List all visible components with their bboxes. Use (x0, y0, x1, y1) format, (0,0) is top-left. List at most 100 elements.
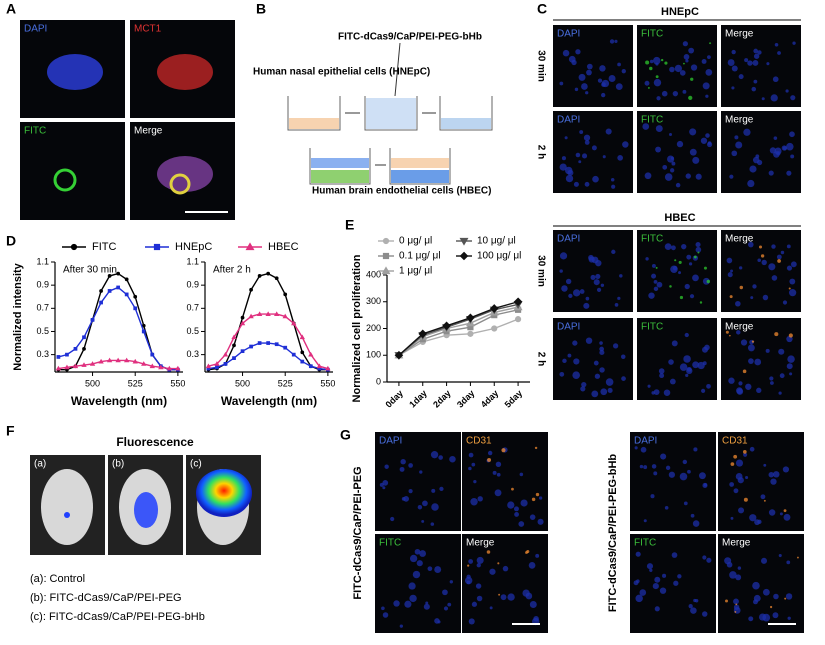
cell-signal (495, 461, 502, 468)
cell-signal (498, 593, 501, 596)
cell-signal (653, 286, 659, 292)
cell-signal (561, 156, 566, 161)
cell-signal (709, 42, 712, 45)
data-point (72, 363, 79, 369)
cell-signal (747, 241, 754, 248)
cell-signal (409, 594, 417, 603)
cell-signal (687, 469, 691, 474)
data-point (116, 271, 121, 276)
cell-signal (648, 292, 655, 299)
cell-signal (520, 499, 528, 507)
cell-signal (695, 241, 701, 248)
cell-signal (693, 255, 697, 259)
cell-signal (785, 593, 793, 600)
cell-signal (757, 258, 762, 263)
image-label: Merge (134, 126, 163, 137)
cell-signal (753, 79, 758, 84)
cell-signal (705, 94, 709, 98)
micrograph (375, 432, 461, 531)
cell-signal (667, 155, 675, 163)
cell-signal (655, 146, 662, 153)
cell-signal (688, 604, 693, 609)
cell-signal (597, 78, 603, 83)
cell-signal (752, 284, 757, 289)
y-tick-label: 300 (366, 296, 381, 306)
cell-signal (690, 77, 694, 81)
nanoparticle-label: FITC-dCas9/CaP/PEI-PEG-bHb (338, 32, 482, 43)
cell-signal (752, 60, 759, 66)
cell-signal (685, 373, 689, 378)
data-point (124, 277, 129, 282)
cell-signal (731, 150, 738, 157)
data-point (308, 351, 314, 357)
cell-signal (639, 589, 647, 596)
cell-signal (753, 53, 760, 59)
panel-title: Fluorescence (116, 435, 194, 449)
cell-signal (762, 613, 771, 622)
data-point (283, 292, 288, 297)
data-point (256, 311, 263, 316)
cell-signal (423, 603, 430, 610)
cell-signal (572, 371, 581, 379)
image-label: FITC (641, 322, 663, 333)
data-point (222, 351, 229, 357)
cell-signal (705, 133, 710, 138)
data-point (466, 313, 475, 323)
cell-signal (694, 599, 699, 603)
data-point (65, 352, 69, 357)
image-label: Merge (725, 322, 754, 333)
cell-signal (579, 130, 584, 135)
legend-text: (c): FITC-dCas9/CaP/PEI-PEG-bHb (30, 611, 205, 623)
cell-signal (640, 446, 647, 453)
data-point (273, 311, 280, 316)
cell-signal (726, 561, 733, 568)
cell-signal (778, 391, 782, 395)
data-point (274, 342, 279, 347)
cell-signal (771, 275, 778, 281)
cell-signal (760, 557, 768, 564)
cell-signal (501, 448, 506, 453)
data-point (107, 289, 112, 293)
cell-signal (725, 599, 728, 603)
cell-signal (581, 83, 588, 90)
data-point (442, 321, 451, 331)
time-label: 2 h (535, 145, 546, 159)
cell-signal (735, 300, 741, 307)
cell-signal (590, 274, 596, 280)
cell-signal (673, 580, 679, 586)
cell-signal (675, 182, 681, 188)
y-tick-label: 100 (366, 350, 381, 360)
cell-signal (669, 285, 672, 288)
cell-signal (786, 170, 792, 176)
cell-signal (787, 355, 795, 363)
cell-signal (678, 260, 682, 264)
cell-signal (684, 332, 689, 338)
cell-signal (647, 384, 651, 388)
cell-signal (780, 250, 785, 255)
cell-signal (535, 553, 540, 558)
cell-signal (789, 131, 795, 138)
cell-signal (671, 340, 678, 347)
cell-signal (620, 354, 626, 360)
cell-label: Human brain endothelial cells (HBEC) (312, 186, 491, 197)
cell-signal (617, 62, 621, 67)
cell-signal (443, 606, 449, 611)
cell-signal (751, 86, 757, 92)
cell-signal (790, 261, 797, 268)
cell-signal (674, 259, 677, 262)
cell-signal (468, 452, 474, 458)
cell-signal (744, 58, 749, 63)
cell-signal (754, 358, 762, 366)
cell-signal (779, 373, 785, 379)
data-point (98, 358, 104, 364)
cell-signal (605, 128, 612, 135)
cell-signal (682, 89, 687, 94)
data-point (215, 365, 219, 370)
cell-signal (476, 556, 484, 564)
cell-signal (702, 361, 707, 366)
data-point (382, 252, 390, 260)
cell-signal (575, 152, 581, 158)
cell-signal (439, 486, 444, 492)
cell-signal (401, 496, 406, 501)
cell-signal (761, 97, 765, 101)
